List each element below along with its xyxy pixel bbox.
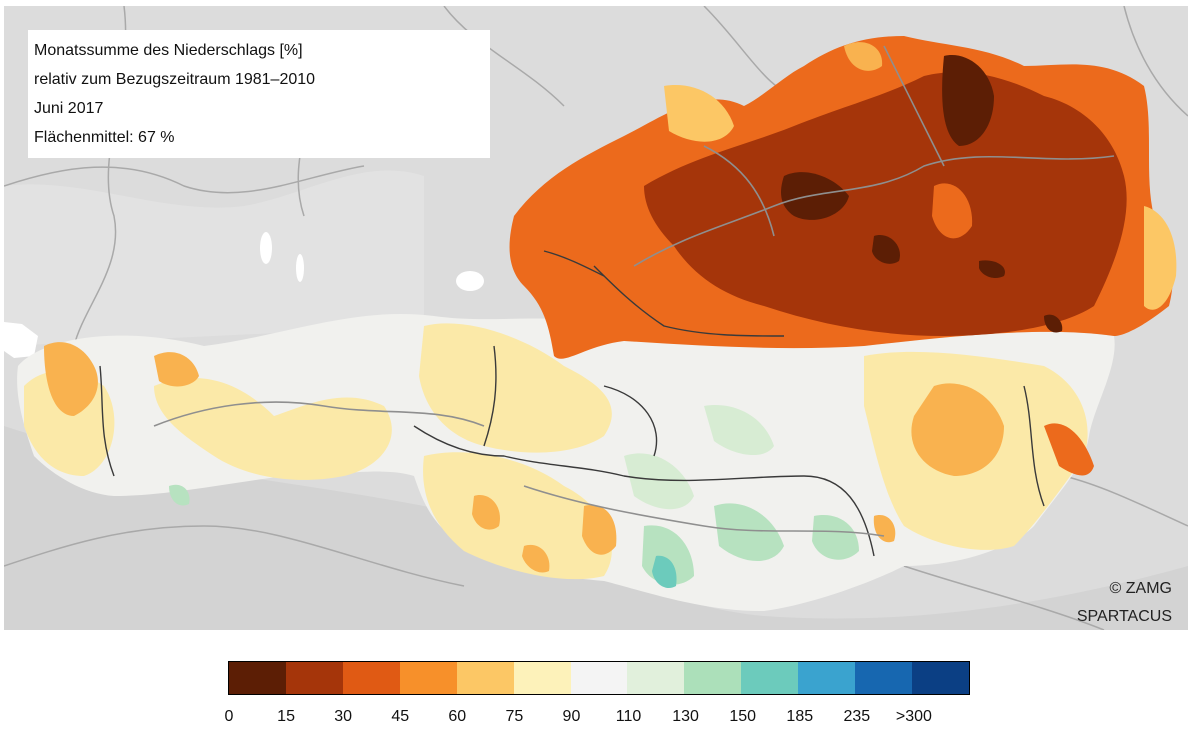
state-borders	[99, 250, 1045, 557]
map-title: Monatssumme des Niederschlags [%]	[34, 42, 303, 59]
credit-spartacus: SPARTACUS	[1076, 608, 1172, 625]
color-legend	[228, 661, 970, 695]
lake	[456, 271, 484, 291]
month-label: Juni 2017	[34, 100, 104, 117]
rivers	[153, 45, 1115, 537]
terrain-shading-south	[4, 426, 1188, 630]
legend-tick-label: 75	[505, 708, 524, 725]
legend-swatch	[570, 662, 628, 694]
map-canvas	[4, 6, 1188, 630]
lake-constance	[4, 322, 38, 358]
lake	[296, 254, 304, 282]
legend-tick-label: 0	[224, 708, 234, 725]
area-mean: Flächenmittel: 67 %	[34, 129, 175, 146]
credits: © ZAMG SPARTACUS	[1077, 575, 1172, 630]
info-box: Monatssumme des Niederschlags [%] relati…	[28, 30, 490, 158]
legend-tick-label: 15	[277, 708, 295, 725]
lake	[260, 232, 272, 264]
legend-swatch	[627, 662, 685, 694]
legend-tick-label: 110	[615, 708, 642, 725]
legend-swatch	[456, 662, 514, 694]
legend-tick-label: 90	[562, 708, 581, 725]
legend-swatch	[798, 662, 856, 694]
legend-tick-label: 130	[672, 708, 699, 725]
legend-swatch	[684, 662, 742, 694]
legend-swatch	[399, 662, 457, 694]
legend-swatch	[741, 662, 799, 694]
terrain-shading-west	[4, 170, 424, 346]
reference-period: relativ zum Bezugszeitraum 1981–2010	[34, 71, 316, 88]
legend-swatch	[229, 662, 286, 694]
legend-tick-label: 60	[448, 708, 467, 725]
legend-tick-label: 30	[334, 708, 353, 725]
legend-swatch	[342, 662, 400, 694]
legend-tick-label: 45	[391, 708, 410, 725]
legend-swatch	[285, 662, 343, 694]
legend-tick-label: 150	[729, 708, 757, 725]
legend-tick-labels: 0 15 30 45 60 75 90 110 130 150 185 235 >300	[0, 708, 1193, 738]
legend-tick-label: 235	[843, 708, 871, 725]
credit-zamg: © ZAMG	[1109, 580, 1172, 597]
precipitation-field	[17, 36, 1177, 612]
legend-tick-label: >300	[895, 708, 932, 725]
legend-swatch	[855, 662, 913, 694]
precipitation-map: Monatssumme des Niederschlags [%] relati…	[4, 6, 1188, 630]
legend-swatch	[912, 662, 969, 694]
legend-tick-label: 185	[786, 708, 814, 725]
legend-swatch	[513, 662, 571, 694]
